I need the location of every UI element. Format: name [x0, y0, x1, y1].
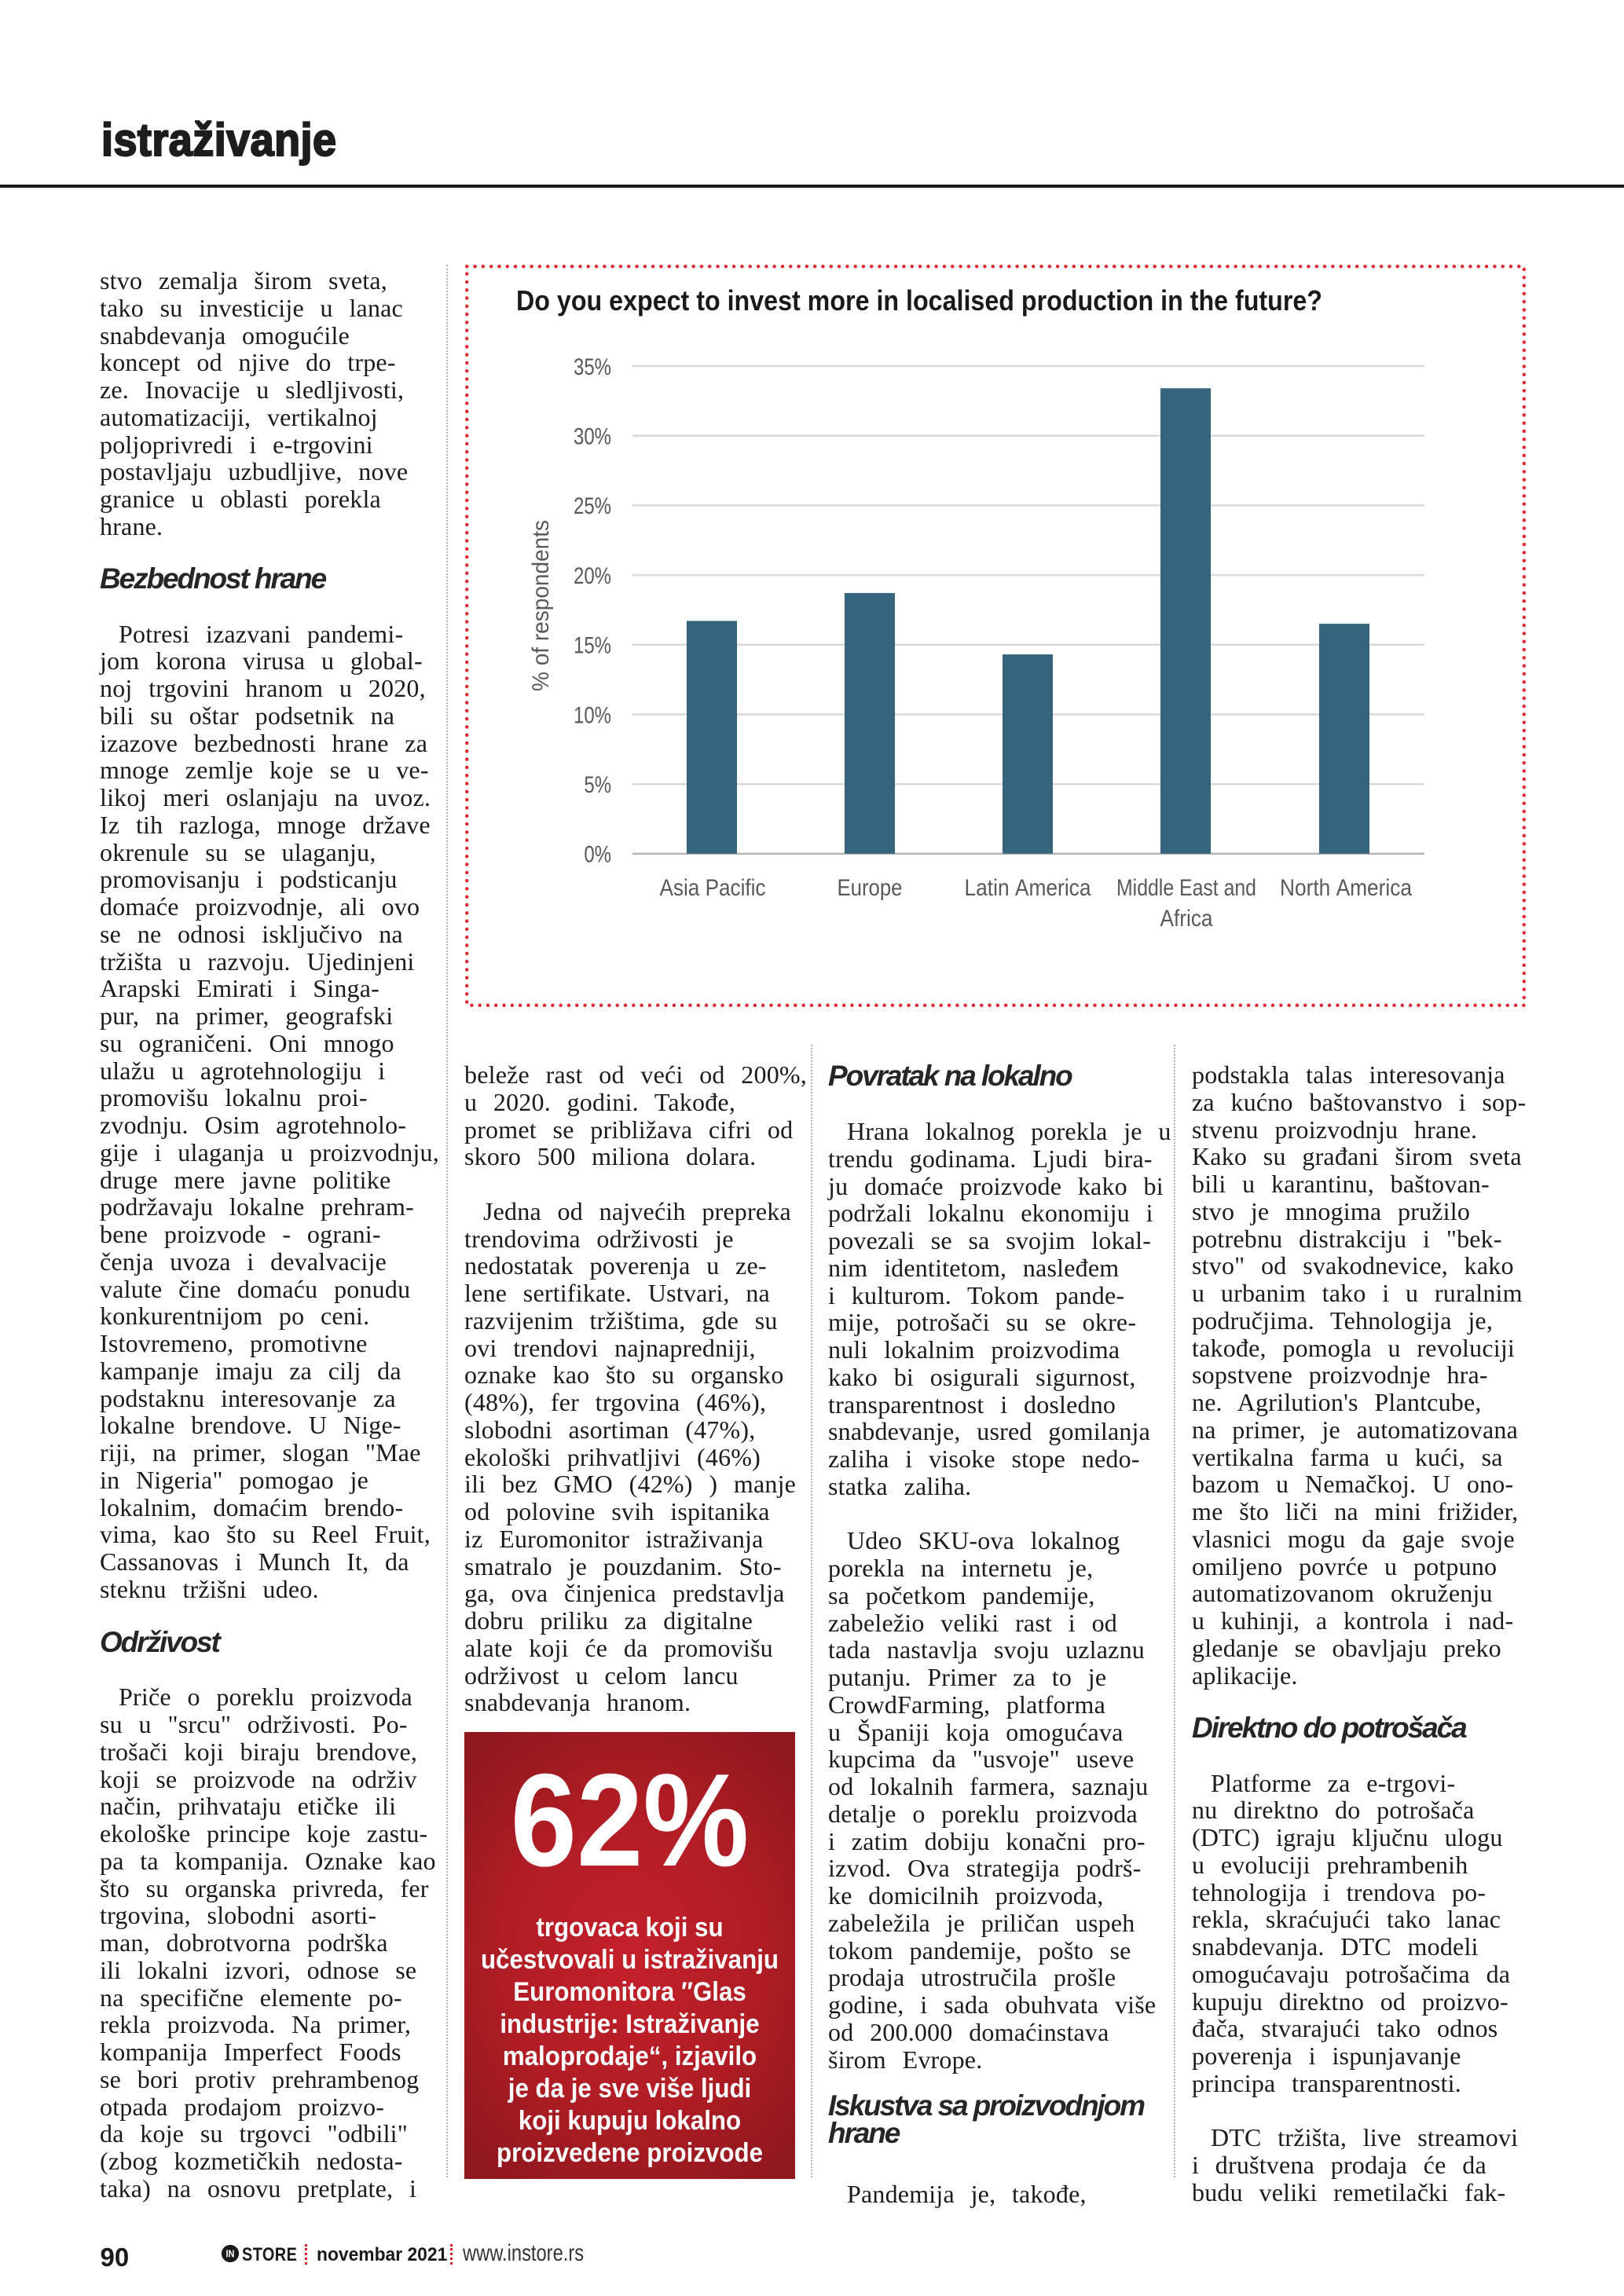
svg-text:10%: 10% [574, 702, 611, 728]
svg-text:Asia Pacific: Asia Pacific [660, 875, 766, 901]
svg-text:25%: 25% [574, 493, 611, 519]
svg-text:Latin America: Latin America [965, 875, 1091, 901]
svg-text:Middle East and: Middle East and [1116, 875, 1256, 901]
svg-text:Do you expect to invest more i: Do you expect to invest more in localise… [516, 284, 1322, 317]
svg-text:15%: 15% [574, 633, 611, 659]
svg-text:30%: 30% [574, 424, 611, 450]
svg-text:North America: North America [1280, 875, 1412, 901]
svg-text:Europe: Europe [838, 875, 903, 901]
svg-text:Africa: Africa [1160, 906, 1213, 932]
svg-text:% of respondents: % of respondents [528, 520, 554, 691]
svg-text:IN: IN [226, 2249, 235, 2260]
svg-text:20%: 20% [574, 563, 611, 589]
svg-text:5%: 5% [584, 772, 611, 798]
svg-text:35%: 35% [574, 354, 611, 380]
svg-text:0%: 0% [584, 842, 611, 868]
